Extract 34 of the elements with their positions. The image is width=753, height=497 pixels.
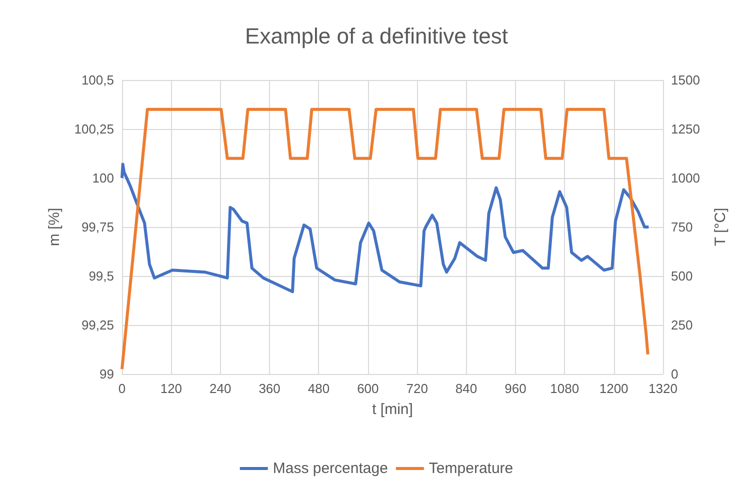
x-tick-label: 1200 <box>599 381 628 396</box>
x-tick-label: 120 <box>160 381 182 396</box>
y-axis-title: m [%] <box>46 208 63 246</box>
y2-tick-label: 0 <box>671 366 678 382</box>
x-tick-label: 600 <box>357 381 379 396</box>
line-series <box>120 108 650 371</box>
y2-tick-label: 750 <box>671 220 693 234</box>
y-tick-label: 99,25 <box>81 318 114 332</box>
x-tick-label: 1080 <box>550 381 580 396</box>
y2-axis-title: T [°C] <box>712 208 729 246</box>
y-tick-label: 99,75 <box>81 220 114 234</box>
x-tick-label: 360 <box>258 381 280 396</box>
legend-label: Temperature <box>428 460 514 477</box>
y2-tick-label: 1250 <box>671 122 700 136</box>
x-tick-label: 840 <box>455 381 478 396</box>
y-tick-label: 100,5 <box>81 72 114 88</box>
x-axis-title: t [min] <box>372 401 413 418</box>
x-tick-label: 720 <box>406 381 428 396</box>
x-tick-label: 1320 <box>648 381 678 396</box>
y2-tick-label: 250 <box>671 318 693 332</box>
legend-label: Mass percentage <box>272 460 388 477</box>
x-tick-label: 960 <box>504 381 526 396</box>
y-tick-label: 100,25 <box>74 122 114 136</box>
y-tick-label: 99,5 <box>88 268 114 284</box>
y2-tick-label: 500 <box>671 268 693 284</box>
line-series <box>120 162 650 294</box>
chart-title: Example of a definitive test <box>245 24 508 48</box>
x-tick-label: 480 <box>308 381 330 396</box>
x-tick-label: 0 <box>118 381 126 396</box>
y2-tick-label: 1000 <box>671 170 700 186</box>
y-tick-label: 100 <box>92 170 114 186</box>
y2-tick-label: 1500 <box>671 72 700 88</box>
x-tick-label: 240 <box>210 381 232 396</box>
y-tick-label: 99 <box>100 366 114 382</box>
